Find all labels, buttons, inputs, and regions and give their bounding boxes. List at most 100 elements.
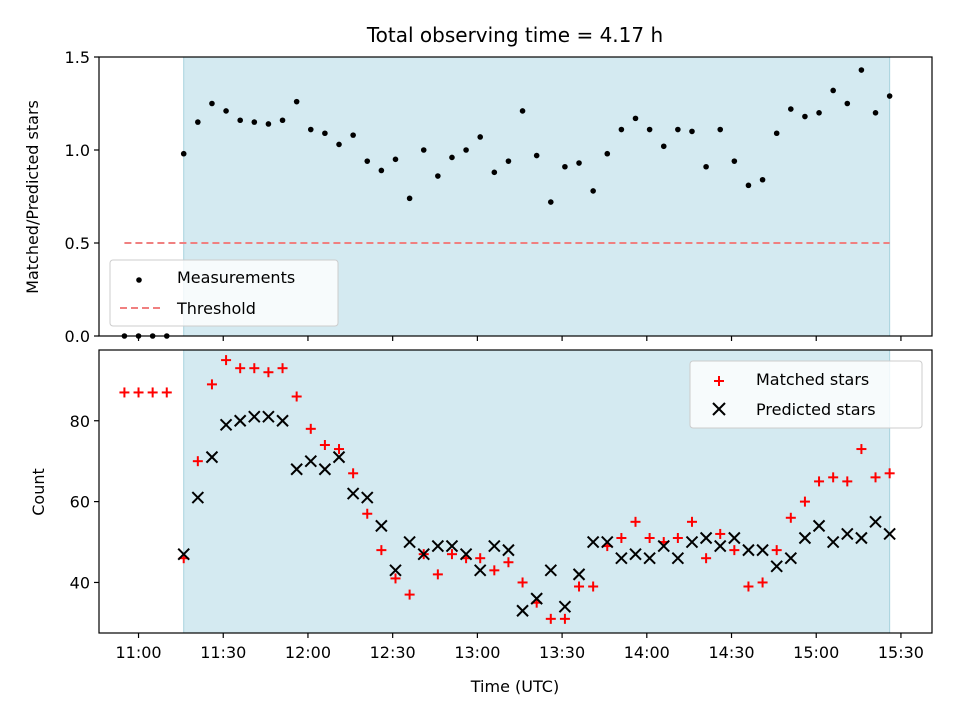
matched-stars-point [291,391,302,402]
measurement-point [463,147,469,153]
predicted-stars-point [671,552,685,565]
measurement-point [180,150,187,157]
matched-stars-point [743,581,754,592]
x-tick-label: 14:00 [624,643,670,662]
y-tick-label: 80 [70,412,90,431]
predicted-stars-point [431,539,445,553]
measurement-point [449,154,455,161]
bottom-y-axis-label: Count [29,468,48,516]
predicted-stars-point [826,535,840,549]
predicted-stars-point [389,564,402,577]
predicted-stars-point [502,543,515,557]
predicted-stars-point [205,450,219,464]
matched-stars-point [799,496,810,507]
measurement-point [632,115,639,122]
matched-stars-point [161,387,172,398]
measurement-point [604,150,611,157]
predicted-stars-point [544,564,558,577]
measurement-point [675,126,681,133]
measurement-point [646,126,653,133]
measurement-point [336,141,342,148]
matched-stars-point [884,468,895,479]
predicted-stars-point [488,539,501,553]
x-tick-label: 13:30 [539,643,585,662]
predicted-stars-point [784,552,798,565]
x-tick-label: 14:30 [708,643,754,662]
matched-stars-point [574,581,585,592]
predicted-stars-point [798,531,812,545]
predicted-stars-point [883,527,896,541]
matched-stars-point [432,569,443,580]
matched-stars-point [559,613,570,624]
matched-stars-point [133,387,144,398]
measurement-point [209,100,215,107]
measurement-point [223,108,229,114]
measurement-point [195,119,201,125]
x-tick-label: 12:00 [285,643,331,662]
matched-stars-point [715,528,726,539]
predicted-stars-point [770,560,783,573]
bottom-plot-marks [119,355,896,624]
measurement-point [858,67,865,73]
x-tick-label: 12:30 [370,643,416,662]
top-legend: Measurements Threshold [109,259,339,327]
matched-stars-point [856,444,867,455]
matched-stars-point [446,549,457,560]
measurement-point [872,110,879,116]
bottom-panel-frame [98,349,933,634]
predicted-stars-point [276,414,289,427]
matched-stars-point [644,532,655,543]
measurement-point [265,121,272,127]
matched-stars-point [221,355,232,366]
measurement-point [477,134,484,140]
chart-title: Total observing time = 4.17 h [366,23,663,47]
x-tick-label: 15:30 [878,643,924,662]
predicted-stars-point [177,547,190,561]
top-x-axis-ticks [137,336,902,341]
matched-stars-point [616,532,627,543]
measurement-point [759,176,766,183]
top-panel: 0.0 0.5 1.0 1.5 Matched/Predicted stars Mea… [23,48,933,346]
matched-stars-point [376,545,387,556]
matched-stars-point [263,367,274,378]
predicted-stars-point [643,552,656,565]
measurement-point [731,158,738,164]
matched-stars-point [119,387,130,398]
matched-stars-point [404,589,415,600]
measurement-point [703,163,709,170]
measurement-point [660,143,667,150]
predicted-stars-point [756,543,769,557]
predicted-stars-point [615,552,628,565]
y-tick-label: 0.0 [65,327,90,346]
y-tick-label: 1.0 [65,141,90,160]
top-y-axis-ticks: 0.0 0.5 1.0 1.5 [65,48,99,346]
matched-stars-point [235,363,246,374]
measurement-point [788,106,794,112]
measurement-point [689,128,695,135]
predicted-stars-point [855,531,868,545]
matched-stars-point [348,468,359,479]
predicted-stars-point [601,535,614,549]
predicted-stars-point [530,592,543,605]
predicted-stars-point [714,539,727,553]
measurement-point [533,152,540,159]
predicted-stars-point [459,547,473,561]
measurement-point [773,130,780,137]
matched-stars-point [672,532,683,543]
matched-stars-point [842,476,853,487]
matched-stars-point [870,472,881,483]
matched-stars-point [785,512,796,523]
legend-matched-label: Matched stars [756,370,869,389]
measurement-point [802,113,808,120]
measurement-point [307,126,314,133]
measurement-point [886,93,893,99]
top-panel-frame [98,56,933,337]
legend-measurements-marker [136,277,142,283]
predicted-stars-point [728,531,741,545]
measurement-point [562,163,568,170]
matched-stars-point [206,379,217,390]
x-axis-label: Time (UTC) [470,677,559,696]
bottom-x-axis-ticks: 11:00 11:30 12:00 12:30 13:00 13:30 14:00 14:30… [115,633,924,662]
matched-stars-point [319,440,330,451]
